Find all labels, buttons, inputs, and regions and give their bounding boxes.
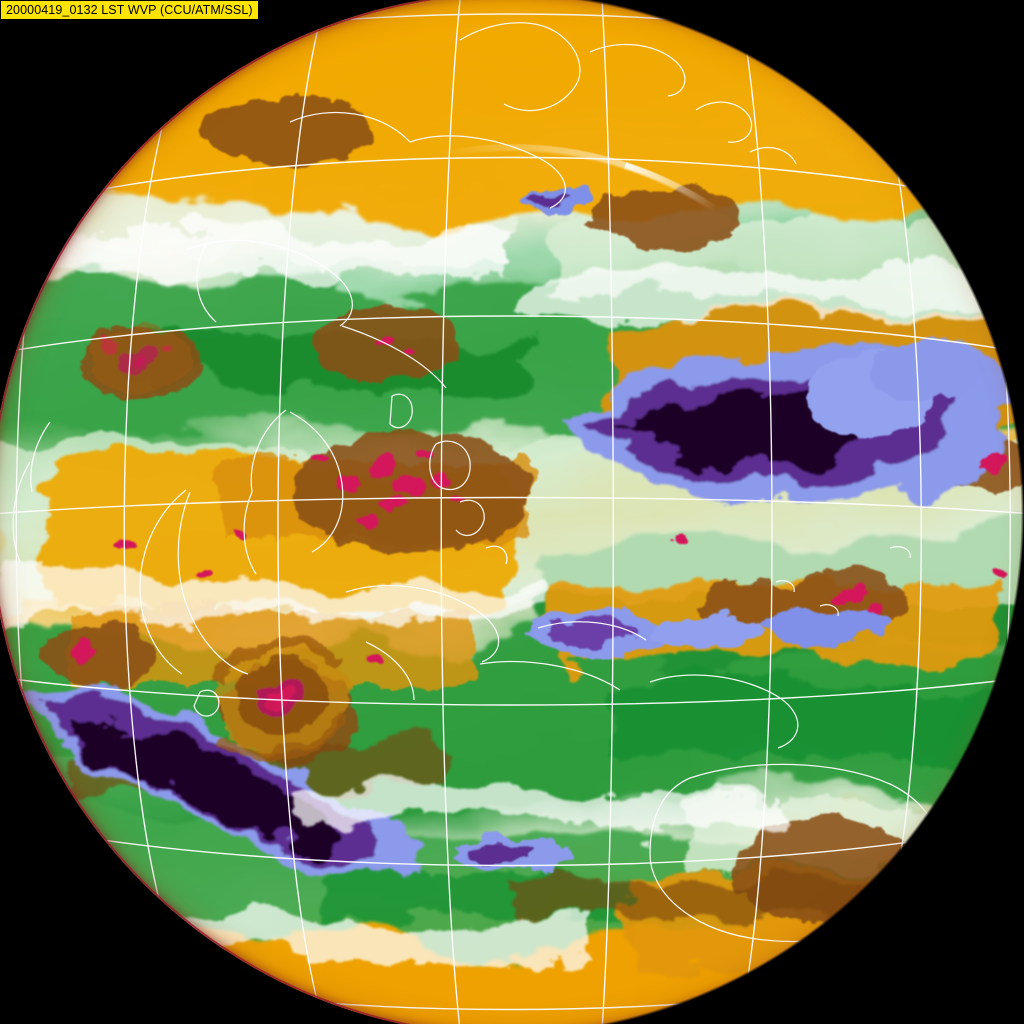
image-title-bar: 20000419_0132 LST WVP (CCU/ATM/SSL): [0, 0, 259, 20]
